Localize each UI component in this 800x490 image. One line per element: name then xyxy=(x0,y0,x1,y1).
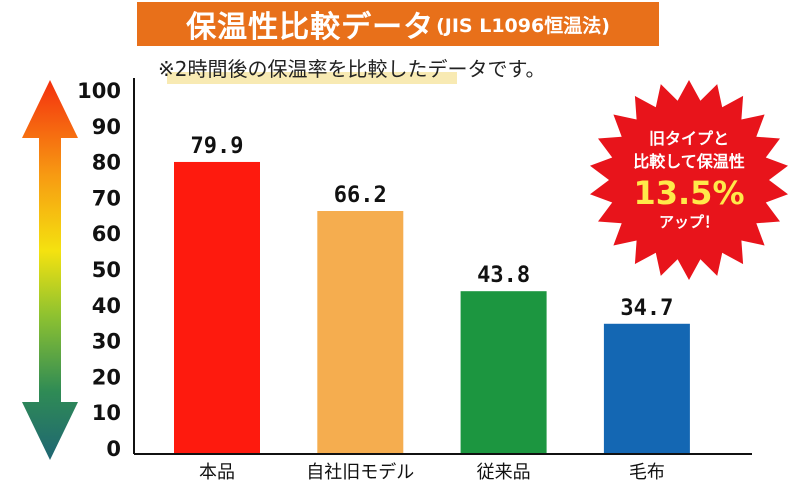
bar xyxy=(174,161,260,454)
x-axis-category-labels: 本品 自社旧モデル 従来品 毛布 xyxy=(199,462,665,483)
x-category-label: 毛布 xyxy=(629,462,665,483)
bar-value-labels: 79.9 66.2 43.8 34.7 xyxy=(191,134,674,321)
bar xyxy=(603,323,690,454)
y-tick-label: 30 xyxy=(92,330,121,354)
y-tick-label: 70 xyxy=(92,186,121,210)
y-tick-label: 0 xyxy=(106,437,121,461)
title-banner: 保温性比較データ (JIS L1096恒温法) xyxy=(137,2,659,46)
y-tick-label: 50 xyxy=(92,258,121,282)
bar-value-label: 34.7 xyxy=(620,296,673,321)
badge-line-1: 旧タイプと xyxy=(649,129,729,148)
y-tick-label: 20 xyxy=(92,365,121,389)
badge-percent: 13.5% xyxy=(633,174,744,212)
chart-title-method: (JIS L1096恒温法) xyxy=(436,14,610,37)
note-text: ※2時間後の保温率を比較したデータです。 xyxy=(158,56,546,81)
y-tick-label: 40 xyxy=(92,294,121,318)
bar xyxy=(460,291,547,454)
chart-title: 保温性比較データ xyxy=(186,10,435,45)
badge-line-2: 比較して保温性 xyxy=(633,152,745,171)
y-tick-label: 60 xyxy=(92,222,121,246)
badge-line-4: アップ！ xyxy=(659,213,719,231)
bars xyxy=(174,161,690,454)
bar-value-label: 79.9 xyxy=(191,134,244,159)
bar xyxy=(317,211,404,454)
bar-value-label: 66.2 xyxy=(334,183,387,208)
x-category-label: 本品 xyxy=(199,462,235,483)
y-tick-label: 10 xyxy=(92,401,121,425)
burst-shape xyxy=(590,80,788,280)
x-category-label: 従来品 xyxy=(477,462,531,483)
y-axis-tick-labels: 0 10 20 30 40 50 60 70 80 90 100 xyxy=(77,79,121,461)
y-tick-label: 100 xyxy=(77,79,121,103)
y-tick-label: 90 xyxy=(92,115,121,139)
x-category-label: 自社旧モデル xyxy=(306,462,414,483)
gauge-arrow-icon xyxy=(22,80,78,460)
y-tick-label: 80 xyxy=(92,151,121,175)
burst-badge: 旧タイプと 比較して保温性 13.5% アップ！ xyxy=(590,80,788,280)
note-highlight xyxy=(167,72,457,84)
bar-value-label: 43.8 xyxy=(477,263,530,288)
